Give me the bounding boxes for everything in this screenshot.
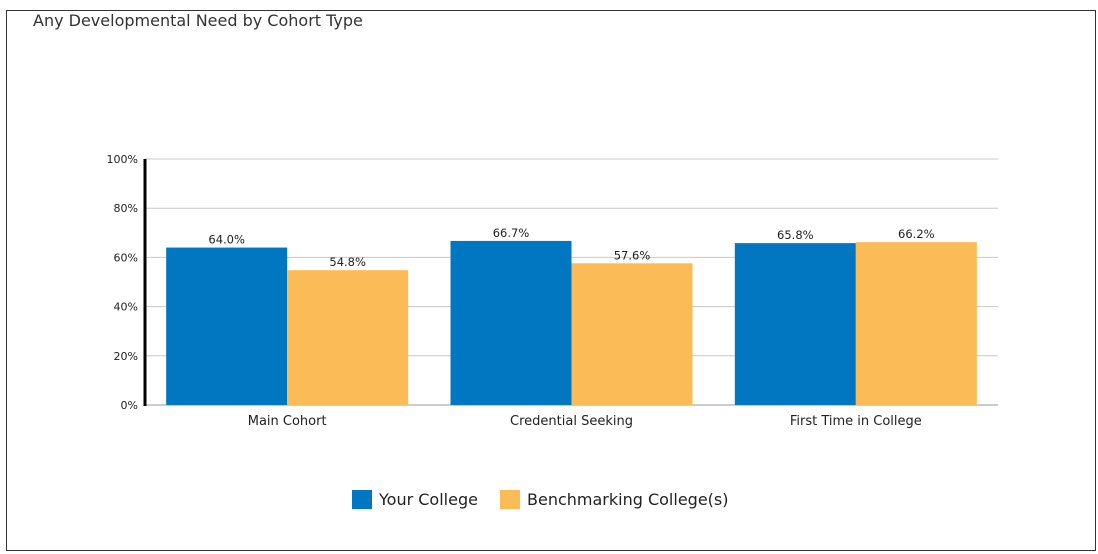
y-tick-label: 40% [114, 301, 138, 314]
bar [287, 270, 409, 405]
y-tick-label: 0% [121, 399, 138, 412]
data-label: 66.2% [898, 227, 935, 241]
bar [855, 242, 977, 405]
data-label: 65.8% [777, 228, 814, 242]
data-label: 57.6% [614, 248, 651, 262]
y-tick-label: 100% [107, 153, 138, 166]
y-tick-label: 60% [114, 251, 138, 264]
data-label: 64.0% [208, 233, 245, 247]
bar [450, 240, 572, 405]
x-tick-label: First Time in College [790, 414, 922, 429]
chart-panel: Any Developmental Need by Cohort Type [6, 10, 1096, 551]
panel-title: Any Developmental Need by Cohort Type [27, 11, 371, 31]
data-label: 66.7% [493, 226, 530, 240]
legend-label: Your College [378, 490, 478, 509]
x-tick-label: Credential Seeking [510, 414, 633, 429]
legend-swatch [500, 490, 520, 509]
x-tick-label: Main Cohort [248, 414, 327, 429]
bar [734, 243, 856, 405]
bar [166, 247, 288, 405]
bar [571, 263, 693, 405]
y-tick-label: 20% [114, 350, 138, 363]
data-label: 54.8% [329, 255, 366, 269]
legend-label: Benchmarking College(s) [527, 490, 728, 509]
legend-swatch [352, 490, 372, 509]
y-tick-label: 80% [114, 202, 138, 215]
